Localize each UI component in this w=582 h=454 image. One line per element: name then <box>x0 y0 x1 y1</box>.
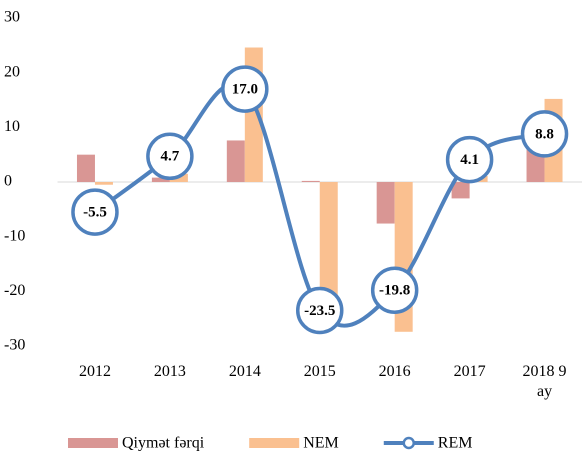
y-tick-label: -10 <box>4 227 25 244</box>
legend-swatch <box>249 438 300 448</box>
bar <box>76 154 95 182</box>
data-label: -19.8 <box>379 283 410 299</box>
x-tick-label: 2016 <box>378 363 411 380</box>
marker <box>146 132 194 181</box>
y-tick-label: -20 <box>4 282 25 299</box>
marker <box>445 135 494 184</box>
x-tick-label: 2017 <box>453 363 486 380</box>
bar <box>451 182 470 199</box>
legend-swatch <box>68 438 118 448</box>
legend-label: NEM <box>303 435 339 452</box>
marker <box>296 286 344 335</box>
data-label: 4.7 <box>161 149 180 165</box>
legend-label: REM <box>438 435 473 452</box>
legend-label: Qiymət fərqi <box>122 435 205 452</box>
x-tick-label: 2018 9 ay <box>522 363 567 400</box>
x-tick-label: 2014 <box>228 363 261 380</box>
x-tick-label: 2012 <box>78 363 111 380</box>
marker <box>520 110 569 158</box>
y-tick-label: 0 <box>4 173 12 190</box>
data-label: 8.8 <box>535 126 554 142</box>
y-tick-label: 30 <box>4 9 20 26</box>
bar <box>226 140 245 182</box>
y-tick-label: 20 <box>4 63 20 80</box>
bar <box>376 182 395 224</box>
bar <box>94 182 113 185</box>
x-tick-label: 2015 <box>303 363 336 380</box>
legend-swatch <box>402 436 416 450</box>
data-label: -23.5 <box>304 303 335 319</box>
marker <box>71 188 119 236</box>
marker <box>370 266 419 314</box>
data-label: 4.1 <box>460 152 479 168</box>
y-tick-label: -30 <box>4 337 25 354</box>
y-tick-label: 10 <box>4 118 20 135</box>
marker <box>221 65 269 113</box>
bar <box>151 177 170 182</box>
bar <box>319 182 338 310</box>
x-tick-label: 2013 <box>153 363 186 380</box>
data-label: -5.5 <box>83 205 107 221</box>
data-label: 17.0 <box>232 82 258 98</box>
bar <box>301 180 320 182</box>
